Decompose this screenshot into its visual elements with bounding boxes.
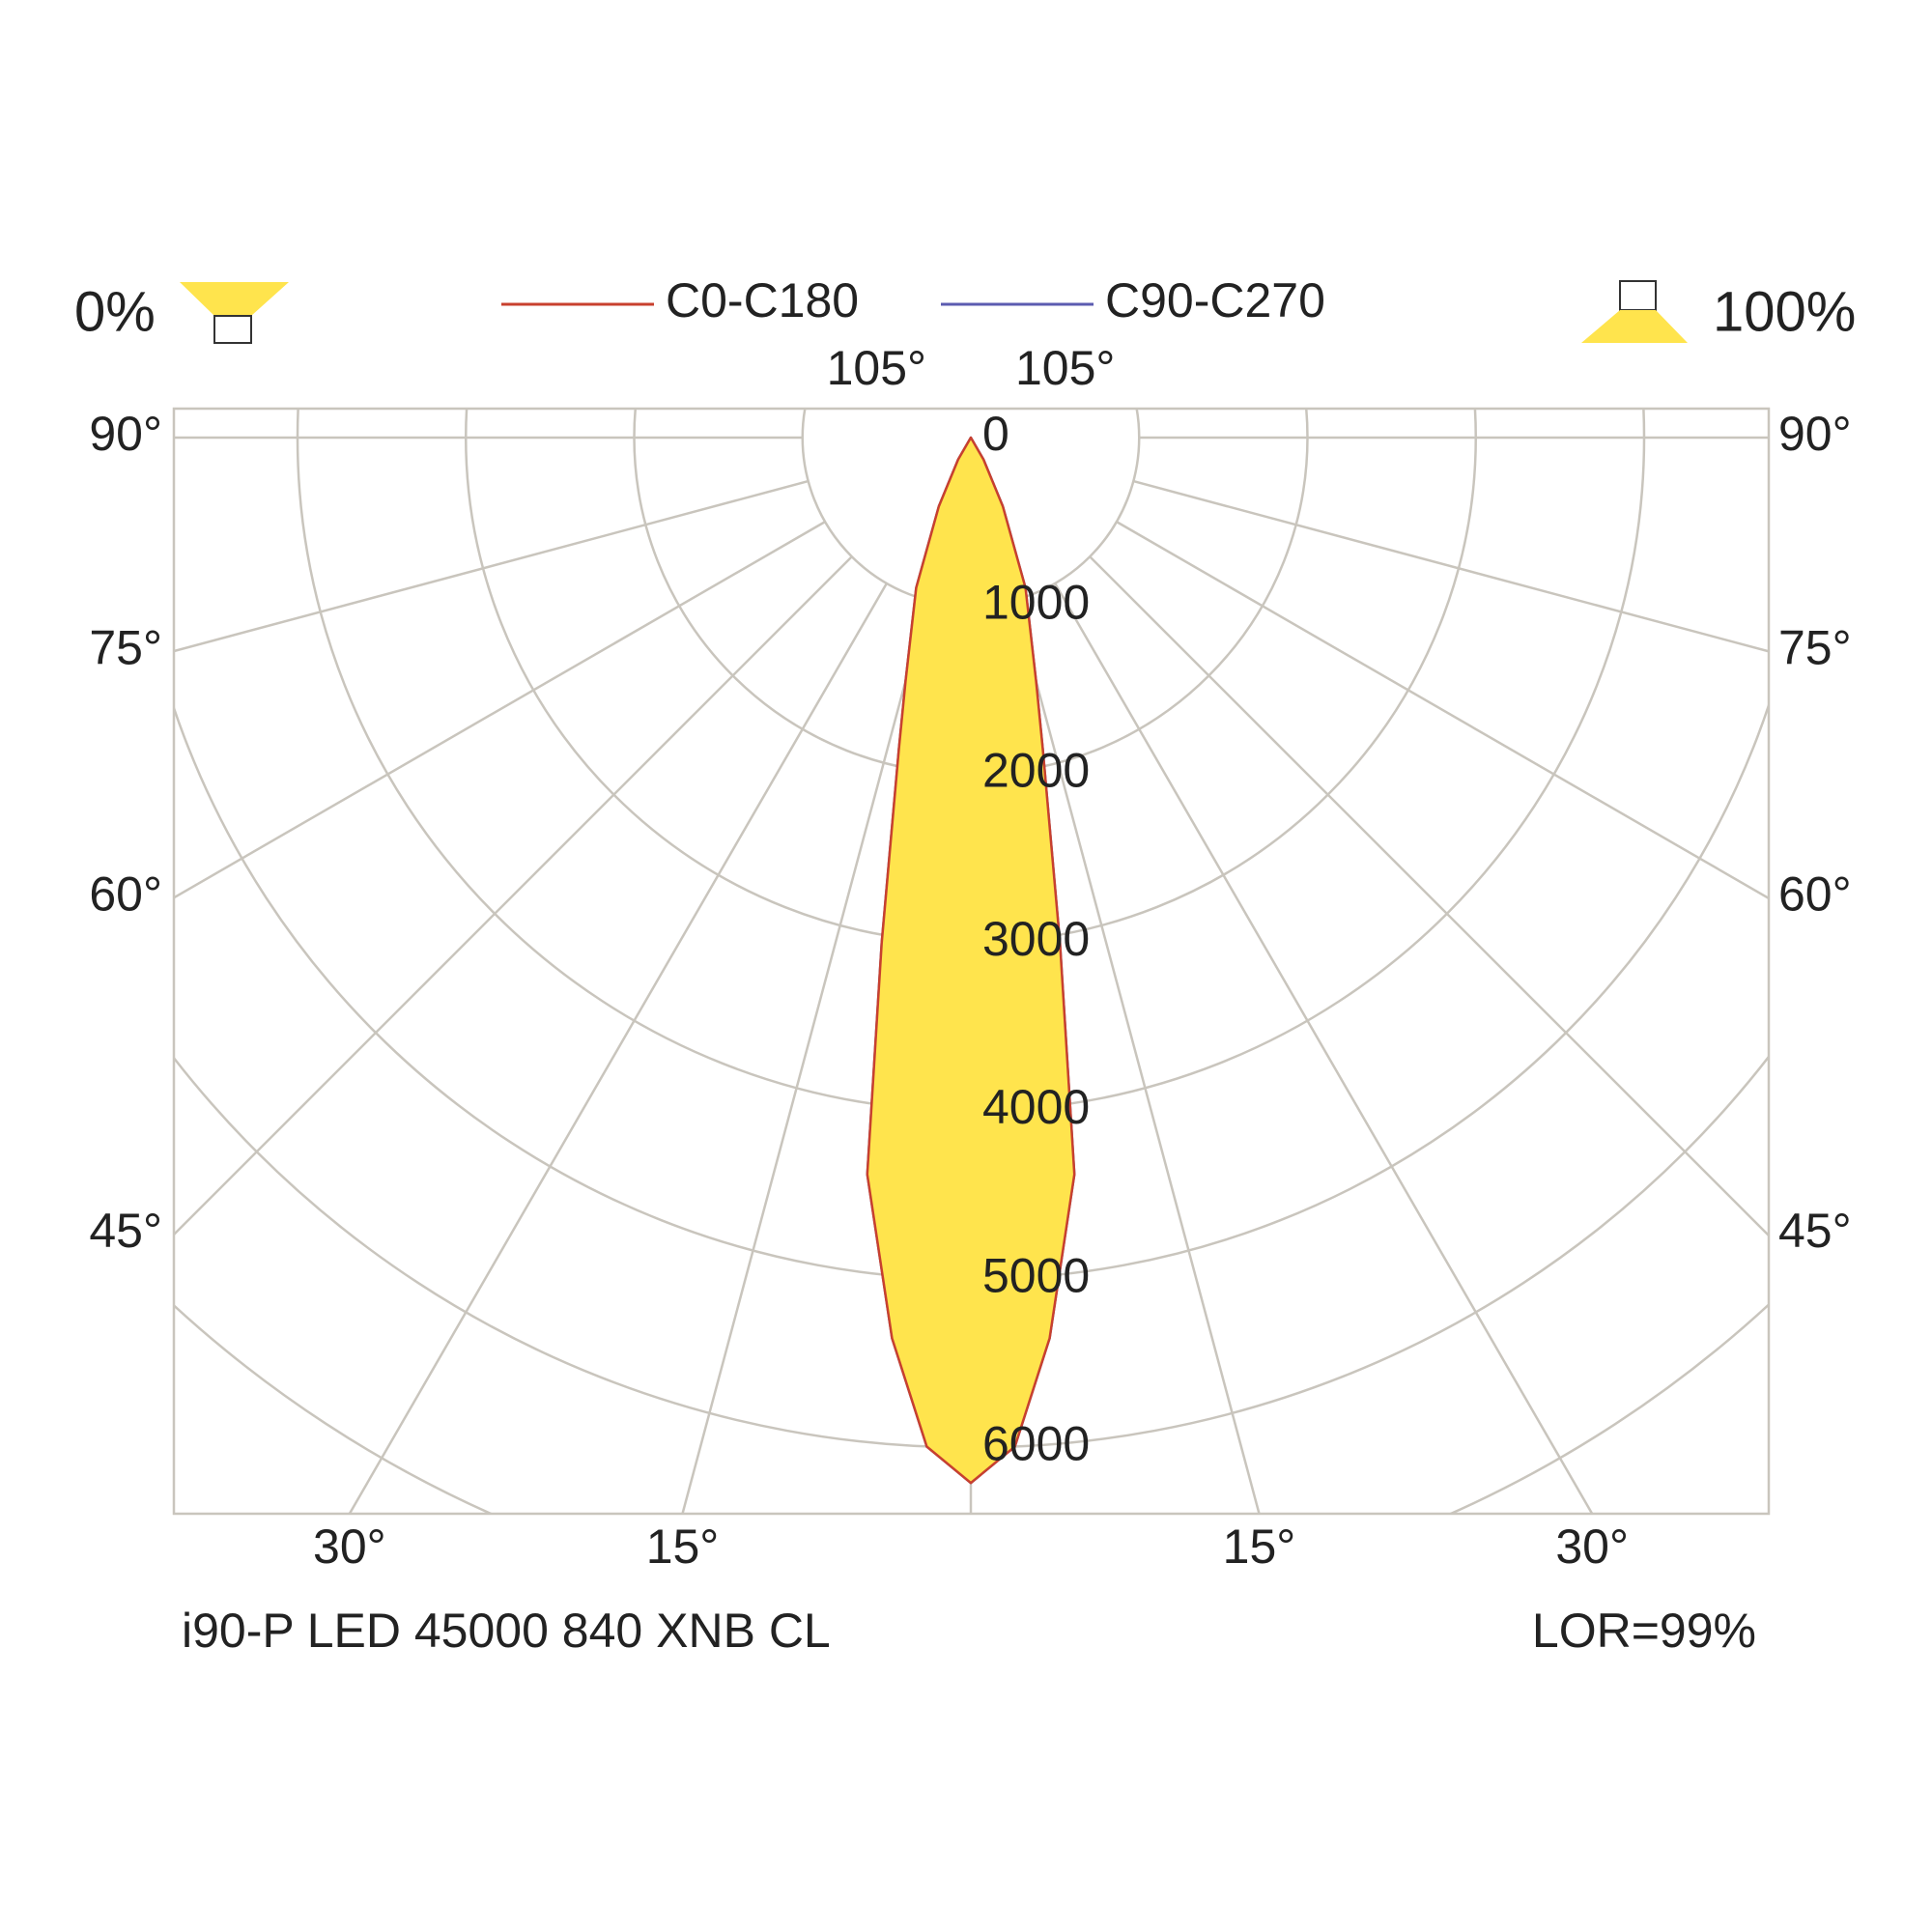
- grid-line: [1012, 599, 1261, 1514]
- angle-tick-label: 45°: [1778, 1204, 1852, 1258]
- angle-tick-label: 75°: [1778, 620, 1852, 674]
- plot-frame: [172, 407, 1771, 1516]
- grid-line: [681, 599, 929, 1514]
- luminaire-icon: [213, 315, 252, 344]
- r-tick-label: 6000: [982, 1417, 1090, 1471]
- angle-tick-label: 105°: [827, 341, 926, 395]
- angle-tick-label: 60°: [1778, 867, 1852, 922]
- angle-tick-label: 75°: [89, 620, 162, 674]
- upward-icon: [1581, 310, 1688, 343]
- angle-tick-label: 90°: [89, 407, 162, 461]
- grid-line: [1116, 521, 1769, 900]
- labels: 0 1000 2000 3000 4000 5000 6000 15° 15° 30° 30° 45°…: [89, 341, 1851, 1574]
- angle-tick-label: 105°: [1015, 341, 1115, 395]
- angle-tick-label: 15°: [646, 1520, 720, 1574]
- annotation: LOR=99%: [1532, 1604, 1756, 1658]
- grid-line: [1132, 479, 1769, 653]
- curves: [866, 436, 1076, 1485]
- r-tick-label: 3000: [982, 912, 1090, 966]
- downward-icon: [180, 282, 289, 316]
- upward-label: 100%: [1713, 280, 1856, 343]
- grid-line: [348, 582, 888, 1514]
- grid-line: [174, 555, 853, 1236]
- chart-title: i90-P LED 45000 840 XNB CL: [182, 1604, 831, 1658]
- angle-tick-label: 90°: [1778, 407, 1852, 461]
- r-tick-label: 0: [982, 407, 1009, 461]
- intensity-curve: [866, 436, 1076, 1485]
- grid-line: [174, 479, 810, 653]
- grid-line: [174, 521, 826, 899]
- legend-label: C90-C270: [1105, 273, 1325, 327]
- angle-tick-label: 30°: [313, 1520, 386, 1574]
- downward-label: 0%: [74, 280, 156, 343]
- angle-tick-label: 30°: [1555, 1520, 1629, 1574]
- r-tick-label: 5000: [982, 1248, 1090, 1302]
- legend-label: C0-C180: [666, 273, 859, 327]
- r-tick-label: 1000: [982, 575, 1090, 629]
- r-tick-label: 2000: [982, 744, 1090, 798]
- luminaire-icon: [1619, 280, 1657, 311]
- grid-line: [1089, 555, 1769, 1237]
- angle-tick-label: 15°: [1223, 1520, 1296, 1574]
- grid-line: [1054, 582, 1594, 1514]
- r-tick-label: 4000: [982, 1080, 1090, 1134]
- angle-tick-label: 60°: [89, 867, 162, 922]
- angle-tick-label: 45°: [89, 1204, 162, 1258]
